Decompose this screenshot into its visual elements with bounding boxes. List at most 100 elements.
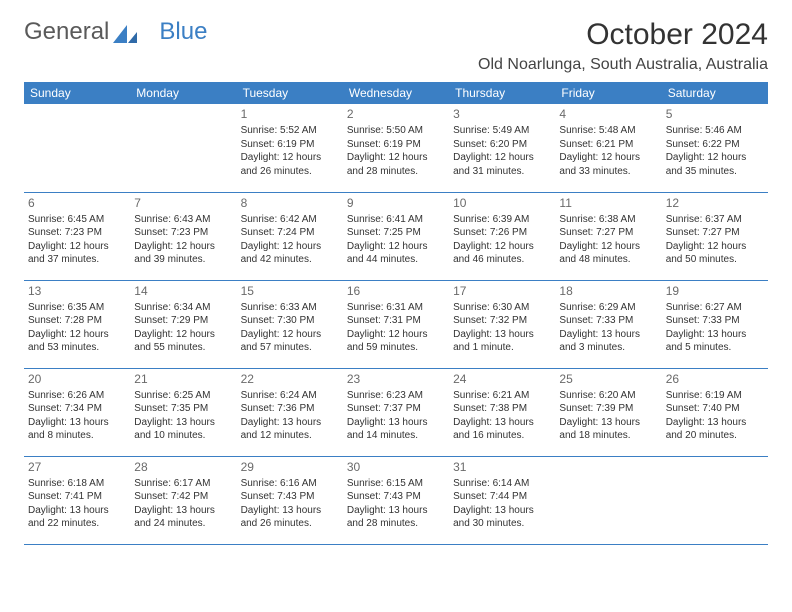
- sunset-text: Sunset: 7:24 PM: [241, 226, 339, 240]
- weekday-header: Sunday: [24, 82, 130, 104]
- calendar-day-cell: 19Sunrise: 6:27 AMSunset: 7:33 PMDayligh…: [662, 280, 768, 368]
- daylight-text: Daylight: 12 hours and 44 minutes.: [347, 240, 445, 267]
- day-number: 31: [453, 459, 551, 475]
- daylight-text: Daylight: 12 hours and 46 minutes.: [453, 240, 551, 267]
- sunrise-text: Sunrise: 6:21 AM: [453, 389, 551, 403]
- location: Old Noarlunga, South Australia, Australi…: [478, 56, 768, 74]
- calendar-day-cell: [662, 456, 768, 544]
- calendar-day-cell: 23Sunrise: 6:23 AMSunset: 7:37 PMDayligh…: [343, 368, 449, 456]
- day-number: 3: [453, 106, 551, 122]
- sunset-text: Sunset: 7:34 PM: [28, 402, 126, 416]
- day-number: 17: [453, 283, 551, 299]
- sunset-text: Sunset: 7:31 PM: [347, 314, 445, 328]
- calendar-day-cell: 26Sunrise: 6:19 AMSunset: 7:40 PMDayligh…: [662, 368, 768, 456]
- sunrise-text: Sunrise: 6:38 AM: [559, 213, 657, 227]
- sunrise-text: Sunrise: 6:23 AM: [347, 389, 445, 403]
- sunset-text: Sunset: 6:20 PM: [453, 138, 551, 152]
- sunset-text: Sunset: 7:43 PM: [347, 490, 445, 504]
- calendar-week-row: 6Sunrise: 6:45 AMSunset: 7:23 PMDaylight…: [24, 192, 768, 280]
- daylight-text: Daylight: 12 hours and 57 minutes.: [241, 328, 339, 355]
- weekday-header: Wednesday: [343, 82, 449, 104]
- sunrise-text: Sunrise: 5:50 AM: [347, 124, 445, 138]
- sunset-text: Sunset: 7:26 PM: [453, 226, 551, 240]
- day-number: 4: [559, 106, 657, 122]
- day-number: 26: [666, 371, 764, 387]
- sunrise-text: Sunrise: 6:35 AM: [28, 301, 126, 315]
- sunset-text: Sunset: 7:33 PM: [666, 314, 764, 328]
- daylight-text: Daylight: 13 hours and 18 minutes.: [559, 416, 657, 443]
- calendar-day-cell: 5Sunrise: 5:46 AMSunset: 6:22 PMDaylight…: [662, 104, 768, 192]
- sunset-text: Sunset: 7:27 PM: [559, 226, 657, 240]
- sunset-text: Sunset: 7:25 PM: [347, 226, 445, 240]
- day-number: 24: [453, 371, 551, 387]
- calendar-week-row: 27Sunrise: 6:18 AMSunset: 7:41 PMDayligh…: [24, 456, 768, 544]
- day-number: 29: [241, 459, 339, 475]
- sunrise-text: Sunrise: 6:42 AM: [241, 213, 339, 227]
- calendar-day-cell: 18Sunrise: 6:29 AMSunset: 7:33 PMDayligh…: [555, 280, 661, 368]
- sunrise-text: Sunrise: 6:34 AM: [134, 301, 232, 315]
- sunrise-text: Sunrise: 6:43 AM: [134, 213, 232, 227]
- sunset-text: Sunset: 7:43 PM: [241, 490, 339, 504]
- day-number: 19: [666, 283, 764, 299]
- calendar-day-cell: 21Sunrise: 6:25 AMSunset: 7:35 PMDayligh…: [130, 368, 236, 456]
- calendar-day-cell: 3 Sunrise: 5:49 AMSunset: 6:20 PMDaylight…: [449, 104, 555, 192]
- day-number: 2: [347, 106, 445, 122]
- sunset-text: Sunset: 6:19 PM: [347, 138, 445, 152]
- sunrise-text: Sunrise: 6:20 AM: [559, 389, 657, 403]
- sunset-text: Sunset: 7:41 PM: [28, 490, 126, 504]
- weekday-header: Monday: [130, 82, 236, 104]
- calendar-day-cell: 27Sunrise: 6:18 AMSunset: 7:41 PMDayligh…: [24, 456, 130, 544]
- sunset-text: Sunset: 6:19 PM: [241, 138, 339, 152]
- day-number: 18: [559, 283, 657, 299]
- day-number: 1: [241, 106, 339, 122]
- day-number: 22: [241, 371, 339, 387]
- calendar-week-row: 20Sunrise: 6:26 AMSunset: 7:34 PMDayligh…: [24, 368, 768, 456]
- sunset-text: Sunset: 7:39 PM: [559, 402, 657, 416]
- daylight-text: Daylight: 12 hours and 39 minutes.: [134, 240, 232, 267]
- calendar-day-cell: 13Sunrise: 6:35 AMSunset: 7:28 PMDayligh…: [24, 280, 130, 368]
- calendar-day-cell: 28Sunrise: 6:17 AMSunset: 7:42 PMDayligh…: [130, 456, 236, 544]
- day-number: 9: [347, 195, 445, 211]
- daylight-text: Daylight: 13 hours and 16 minutes.: [453, 416, 551, 443]
- sunrise-text: Sunrise: 6:14 AM: [453, 477, 551, 491]
- sunrise-text: Sunrise: 6:41 AM: [347, 213, 445, 227]
- sunset-text: Sunset: 7:36 PM: [241, 402, 339, 416]
- sunrise-text: Sunrise: 5:49 AM: [453, 124, 551, 138]
- daylight-text: Daylight: 13 hours and 28 minutes.: [347, 504, 445, 531]
- daylight-text: Daylight: 13 hours and 26 minutes.: [241, 504, 339, 531]
- calendar-week-row: 1Sunrise: 5:52 AMSunset: 6:19 PMDaylight…: [24, 104, 768, 192]
- daylight-text: Daylight: 13 hours and 3 minutes.: [559, 328, 657, 355]
- calendar-day-cell: 31Sunrise: 6:14 AMSunset: 7:44 PMDayligh…: [449, 456, 555, 544]
- day-number: 21: [134, 371, 232, 387]
- calendar-header-row: Sunday Monday Tuesday Wednesday Thursday…: [24, 82, 768, 104]
- calendar-day-cell: 9 Sunrise: 6:41 AMSunset: 7:25 PMDaylight…: [343, 192, 449, 280]
- sunrise-text: Sunrise: 5:46 AM: [666, 124, 764, 138]
- daylight-text: Daylight: 13 hours and 1 minute.: [453, 328, 551, 355]
- daylight-text: Daylight: 12 hours and 31 minutes.: [453, 151, 551, 178]
- sunset-text: Sunset: 7:27 PM: [666, 226, 764, 240]
- header: General Blue October 2024 Old Noarlunga,…: [24, 18, 768, 74]
- daylight-text: Daylight: 12 hours and 53 minutes.: [28, 328, 126, 355]
- calendar-body: 1Sunrise: 5:52 AMSunset: 6:19 PMDaylight…: [24, 104, 768, 544]
- day-number: 27: [28, 459, 126, 475]
- calendar-day-cell: 17Sunrise: 6:30 AMSunset: 7:32 PMDayligh…: [449, 280, 555, 368]
- calendar-table: Sunday Monday Tuesday Wednesday Thursday…: [24, 82, 768, 545]
- day-number: 23: [347, 371, 445, 387]
- weekday-header: Thursday: [449, 82, 555, 104]
- sunrise-text: Sunrise: 6:24 AM: [241, 389, 339, 403]
- daylight-text: Daylight: 13 hours and 5 minutes.: [666, 328, 764, 355]
- brand-logo: General Blue: [24, 18, 207, 50]
- calendar-day-cell: 7Sunrise: 6:43 AMSunset: 7:23 PMDaylight…: [130, 192, 236, 280]
- daylight-text: Daylight: 13 hours and 24 minutes.: [134, 504, 232, 531]
- calendar-day-cell: [24, 104, 130, 192]
- calendar-day-cell: 10Sunrise: 6:39 AMSunset: 7:26 PMDayligh…: [449, 192, 555, 280]
- sunrise-text: Sunrise: 6:19 AM: [666, 389, 764, 403]
- sunrise-text: Sunrise: 6:37 AM: [666, 213, 764, 227]
- sunset-text: Sunset: 7:23 PM: [134, 226, 232, 240]
- day-number: 11: [559, 195, 657, 211]
- day-number: 25: [559, 371, 657, 387]
- daylight-text: Daylight: 12 hours and 26 minutes.: [241, 151, 339, 178]
- sunset-text: Sunset: 7:35 PM: [134, 402, 232, 416]
- calendar-day-cell: [130, 104, 236, 192]
- daylight-text: Daylight: 12 hours and 35 minutes.: [666, 151, 764, 178]
